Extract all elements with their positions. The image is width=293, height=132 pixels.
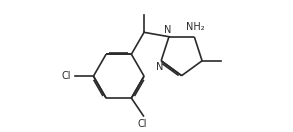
- Text: N: N: [164, 25, 171, 35]
- Text: Cl: Cl: [61, 71, 71, 81]
- Text: NH₂: NH₂: [186, 22, 205, 32]
- Text: Cl: Cl: [137, 119, 147, 129]
- Text: N: N: [156, 62, 163, 72]
